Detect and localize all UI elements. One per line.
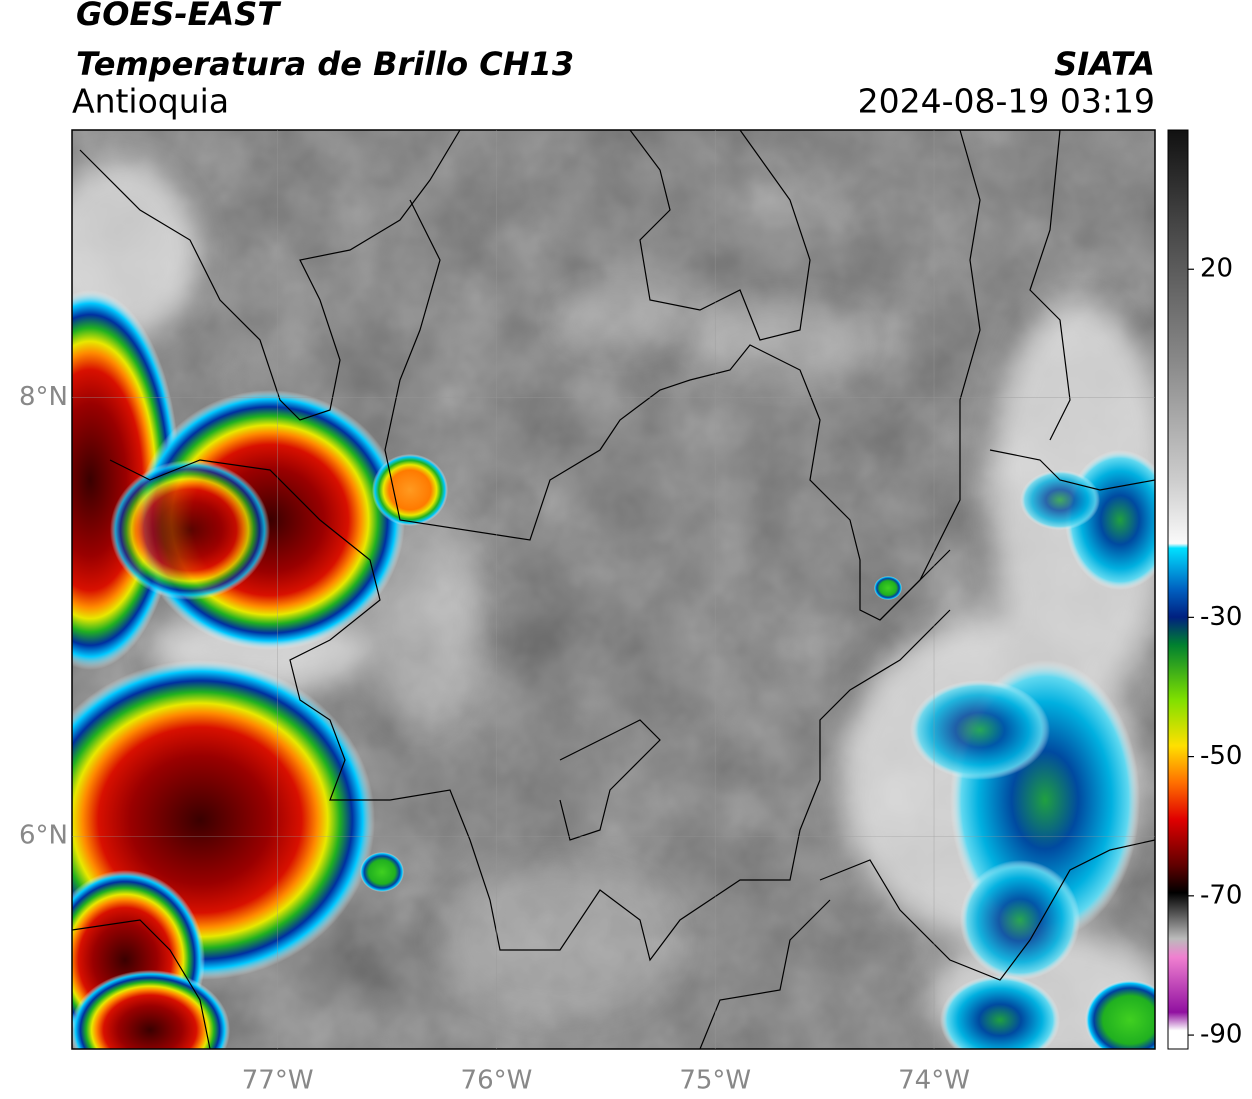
lat-tick-label: 8°N [19, 382, 68, 412]
colorbar-tick-label: -90 [1200, 1020, 1242, 1050]
lon-tick-label: 76°W [461, 1066, 533, 1096]
colorbar-tick-label: -70 [1200, 880, 1242, 910]
lon-tick-label: 75°W [679, 1066, 751, 1096]
colorbar-tick-label: -50 [1200, 741, 1242, 771]
lon-tick-label: 77°W [242, 1066, 314, 1096]
source: SIATA [1054, 45, 1155, 83]
colorbar [1167, 129, 1189, 1050]
colorbar-tick-label: -30 [1200, 602, 1242, 632]
lat-tick-label: 6°N [19, 821, 68, 851]
datetime: 2024-08-19 03:19 [858, 82, 1155, 121]
lon-tick-label: 74°W [898, 1066, 970, 1096]
map-image [72, 130, 1155, 1049]
region: Antioquia [72, 82, 229, 121]
colorbar-tick-label: 20 [1200, 254, 1233, 284]
title: GOES-EAST [76, 0, 281, 33]
borders [72, 130, 1155, 1049]
map-frame [71, 129, 1156, 1050]
subtitle: Temperatura de Brillo CH13 [76, 45, 574, 83]
convection [72, 290, 1155, 1049]
